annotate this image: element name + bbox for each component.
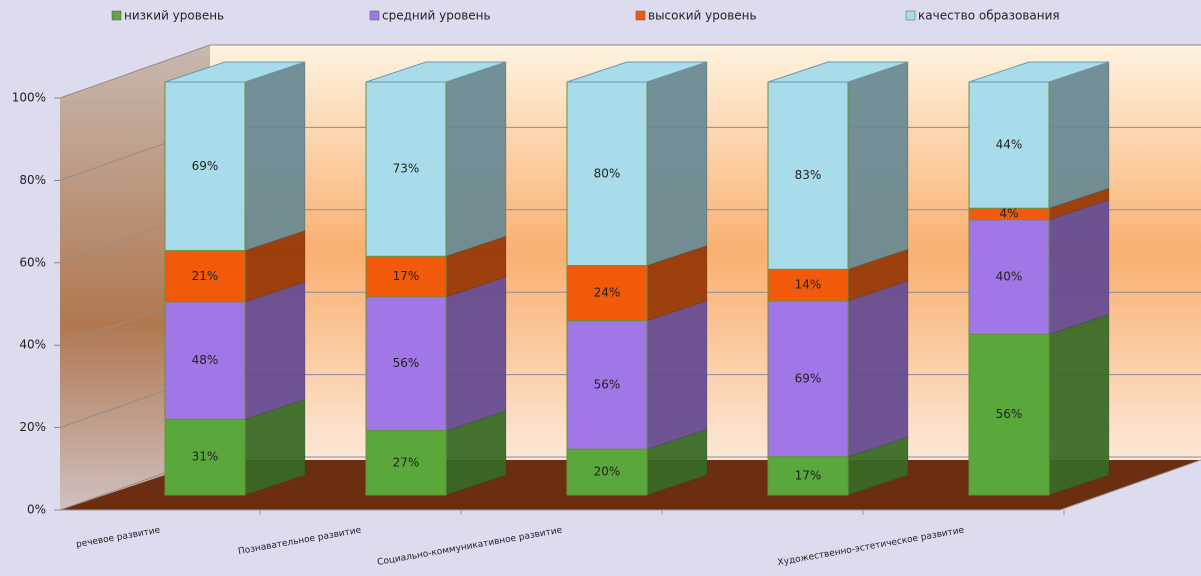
y-tick-label: 40% xyxy=(19,338,46,352)
bar-top xyxy=(566,61,708,83)
legend-swatch xyxy=(111,10,122,21)
bar-side-shade xyxy=(647,429,707,495)
bar-side-shade xyxy=(647,62,707,266)
bar xyxy=(566,448,648,496)
data-label: 69% xyxy=(795,371,822,385)
y-tick-label: 60% xyxy=(19,255,46,269)
legend-swatch xyxy=(905,10,916,21)
bar xyxy=(767,268,849,302)
data-label: 14% xyxy=(795,278,822,292)
data-label: 80% xyxy=(594,166,621,180)
data-label: 17% xyxy=(795,468,822,482)
data-label: 56% xyxy=(393,356,420,370)
bar xyxy=(365,255,447,298)
bar xyxy=(164,418,246,496)
bar-side-shade xyxy=(848,249,908,301)
bar-side-shade xyxy=(848,62,908,270)
data-label: 24% xyxy=(594,286,621,300)
bar xyxy=(767,456,849,496)
bar-side-shade xyxy=(446,276,506,431)
data-label: 21% xyxy=(192,269,219,283)
legend-label: низкий уровень xyxy=(124,9,224,23)
bar-side-shade xyxy=(647,245,707,321)
bar-side-shade xyxy=(446,62,506,257)
data-label: 31% xyxy=(192,450,219,464)
bar xyxy=(968,333,1050,496)
bar-side-shade xyxy=(1049,314,1109,495)
bar-side-shade xyxy=(848,436,908,495)
bar-top xyxy=(164,61,306,83)
bar-top xyxy=(365,61,507,83)
bar xyxy=(164,250,246,303)
bar xyxy=(566,320,648,450)
bar-side-shade xyxy=(245,230,305,302)
bar xyxy=(968,219,1050,335)
y-tick-label: 20% xyxy=(19,420,46,434)
bar xyxy=(767,81,849,270)
bar-side-shade xyxy=(1049,62,1109,209)
data-label: 17% xyxy=(393,269,420,283)
x-tick-label: Познавательное развитие xyxy=(237,525,362,557)
bar-side-shade xyxy=(245,62,305,251)
y-tick-label: 100% xyxy=(12,91,46,105)
x-tick-label: Социально-коммуникативное развитие xyxy=(377,525,564,567)
data-label: 48% xyxy=(192,353,219,367)
bar-side-shade xyxy=(245,281,305,420)
y-tick-label: 0% xyxy=(27,503,46,517)
bar xyxy=(164,81,246,252)
data-label: 44% xyxy=(996,138,1023,152)
bar-side-shade xyxy=(848,280,908,457)
bar-top xyxy=(968,61,1110,83)
data-label: 83% xyxy=(795,168,822,182)
data-label: 56% xyxy=(996,407,1023,421)
x-tick-label: Художественно-эстетическое развитие xyxy=(777,525,965,568)
y-tick-label: 80% xyxy=(19,173,46,187)
data-label: 56% xyxy=(594,377,621,391)
data-label: 40% xyxy=(996,270,1023,284)
legend-swatch xyxy=(369,10,380,21)
legend-label: средний уровень xyxy=(382,9,491,23)
bar xyxy=(164,301,246,420)
bar-top xyxy=(767,61,909,83)
bar xyxy=(365,430,447,496)
data-label: 4% xyxy=(999,206,1018,220)
grid-line xyxy=(59,44,211,99)
legend-label: высокий уровень xyxy=(648,9,757,23)
bar xyxy=(365,81,447,257)
data-label: 20% xyxy=(594,465,621,479)
x-tick-label: речевое развитие xyxy=(75,525,161,550)
bar-side-shade xyxy=(647,300,707,450)
bar xyxy=(566,265,648,322)
bar xyxy=(566,81,648,267)
legend-label: качество образования xyxy=(918,9,1060,23)
bar xyxy=(767,300,849,458)
data-label: 73% xyxy=(393,162,420,176)
bar-side-shade xyxy=(245,399,305,495)
bar-side-shade xyxy=(446,410,506,495)
bar-side-shade xyxy=(1049,199,1109,335)
data-label: 69% xyxy=(192,159,219,173)
bar-side-shade xyxy=(446,236,506,297)
legend-swatch xyxy=(635,10,646,21)
floor-edge xyxy=(1059,459,1201,511)
bar-side-shade xyxy=(1049,188,1109,220)
data-label: 27% xyxy=(393,455,420,469)
